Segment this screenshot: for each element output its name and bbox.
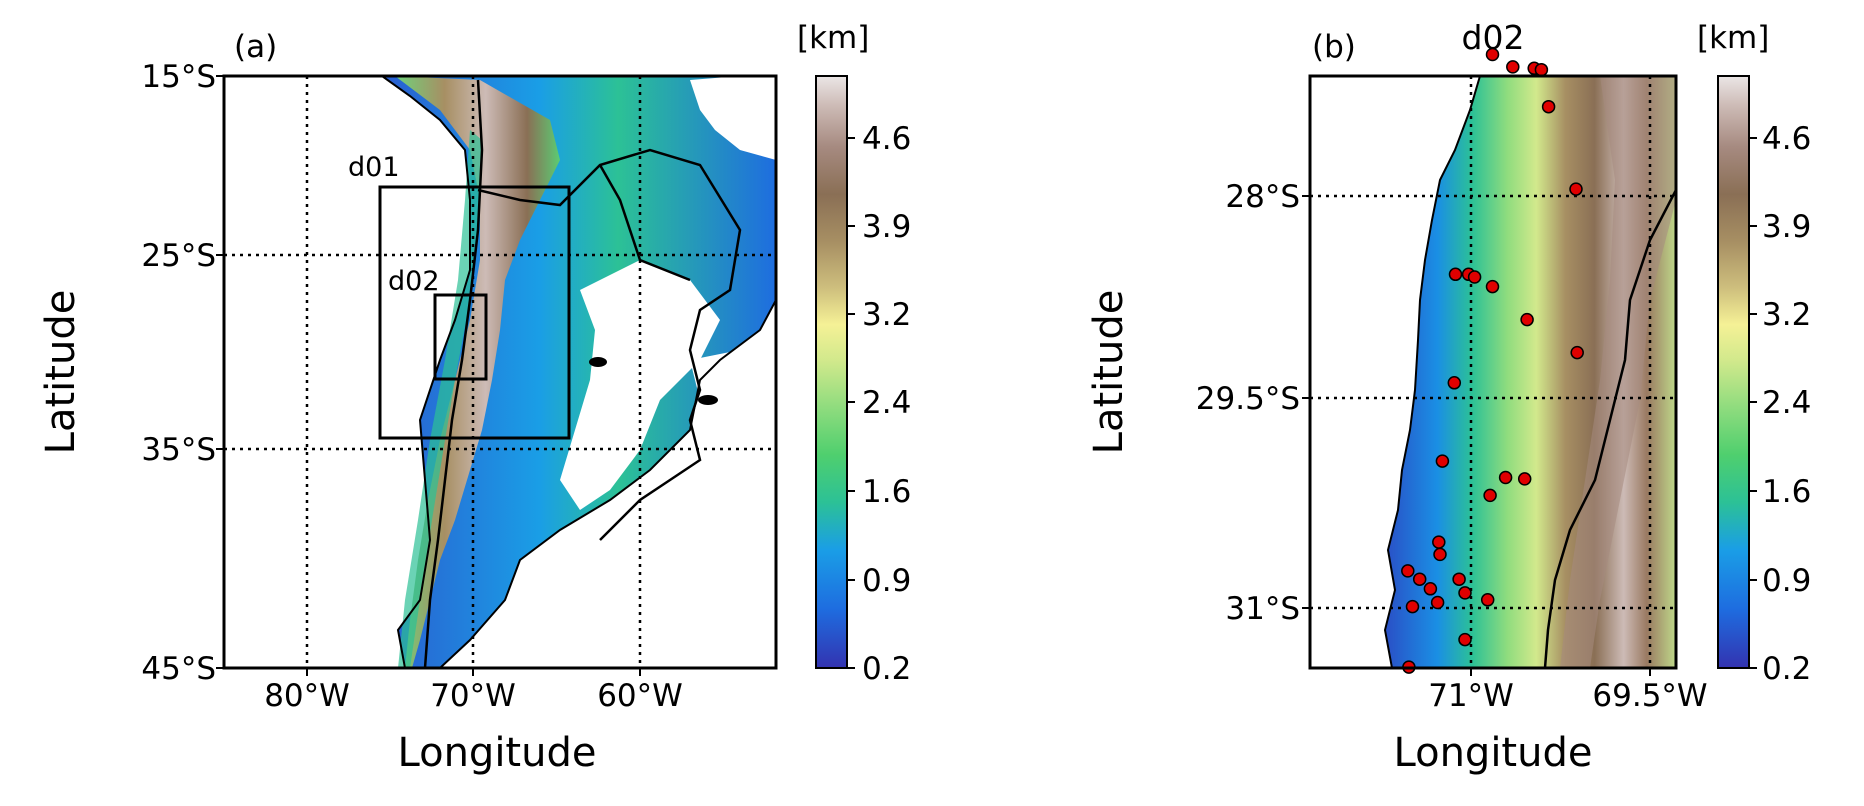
station-marker: [1534, 62, 1549, 77]
panel-a-map: [224, 76, 776, 668]
panel-a-xlabel: Longitude: [398, 730, 597, 776]
station-marker: [1467, 270, 1482, 284]
station-marker: [1433, 547, 1447, 562]
station-marker: [1480, 593, 1495, 607]
lake-icon: [698, 395, 718, 405]
colorbar-ticks: [847, 137, 855, 669]
panel-b-ylabel: Latitude: [1086, 290, 1132, 455]
lat-tick-label: 45°S: [141, 651, 216, 687]
station-marker: [1506, 60, 1520, 74]
panel-b-frame: [1308, 74, 1678, 670]
station-marker: [1517, 472, 1532, 486]
lat-tick-label: 35°S: [141, 432, 216, 468]
station-marker: [1458, 586, 1472, 600]
panel-a: (a) d0: [38, 20, 911, 776]
colorbar-tick-label: 4.6: [1762, 121, 1811, 157]
station-marker: [1430, 595, 1445, 610]
lat-tick-label: 31°S: [1225, 591, 1300, 627]
station-marker: [1485, 279, 1500, 294]
lat-tick-label: 28°S: [1225, 179, 1300, 215]
station-marker: [1448, 267, 1463, 282]
plains-white-2: [690, 76, 776, 160]
station-marker: [1435, 454, 1450, 468]
station-marker: [1412, 572, 1427, 586]
colorbar-gradient: [1717, 75, 1750, 669]
station-marker: [1498, 470, 1513, 485]
colorbar-tick-label: 2.4: [1762, 385, 1811, 421]
colorbar-tick-label: 0.9: [862, 563, 911, 599]
panel-b: (b) d02 28°S 29.5°S 31°S 71°W: [1086, 18, 1811, 776]
colorbar-tick-label: 3.2: [862, 297, 911, 333]
station-marker: [1569, 182, 1583, 196]
panel-a-colorbar: [km] 4.6 3.9 3.2 2.4 1.6 0.9 0.2: [797, 20, 911, 687]
panel-b-colorbar: [km] 4.6 3.9 3.2 2.4 1.6 0.9 0.2: [1697, 20, 1811, 687]
colorbar-tick-label: 3.2: [1762, 297, 1811, 333]
lat-tick-label: 15°S: [141, 59, 216, 95]
panel-b-high-andes: [1560, 76, 1676, 668]
lon-tick-label: 60°W: [597, 678, 683, 714]
country-borders: [423, 79, 742, 668]
colorbar-tick-label: 0.2: [1762, 651, 1811, 687]
lat-tick-label: 25°S: [141, 238, 216, 274]
station-marker: [1485, 47, 1500, 62]
station-marker: [1541, 99, 1556, 114]
panel-a-label: (a): [234, 29, 277, 65]
panel-b-label: (b): [1312, 29, 1356, 65]
panel-b-xlabel: Longitude: [1394, 730, 1593, 776]
panel-a-frame: [222, 74, 778, 670]
coastline: [381, 76, 776, 668]
panel-a-ylabel: Latitude: [38, 290, 84, 455]
lat-tick-label: 29.5°S: [1196, 381, 1300, 417]
station-marker: [1452, 572, 1466, 586]
colorbar-unit: [km]: [797, 20, 869, 56]
plains-white-1: [560, 260, 720, 510]
station-marker: [1432, 535, 1446, 549]
lon-tick-label: 71°W: [1428, 678, 1514, 714]
colorbar-tick-label: 3.9: [1762, 209, 1811, 245]
colorbar-tick-label: 1.6: [862, 474, 911, 510]
plains-white-3: [690, 350, 776, 440]
panel-b-border: [1543, 189, 1676, 668]
station-marker: [1458, 632, 1472, 647]
colorbar-tick-label: 0.2: [862, 651, 911, 687]
panel-b-ticks: [1302, 195, 1651, 676]
colorbar-tick-label: 4.6: [862, 121, 911, 157]
colorbar-ticks: [1749, 137, 1757, 669]
colorbar-tick-label: 2.4: [862, 385, 911, 421]
station-marker: [1483, 488, 1497, 503]
panel-b-coastline: [1383, 76, 1481, 668]
andes-terrain: [395, 76, 560, 668]
lon-tick-label: 80°W: [264, 678, 350, 714]
colorbar-tick-label: 1.6: [1762, 474, 1811, 510]
domain-d02-box: [433, 293, 488, 381]
station-marker: [1423, 582, 1438, 596]
station-marker: [1520, 312, 1534, 327]
domain-d02-label: d02: [388, 266, 440, 297]
colorbar-unit: [km]: [1697, 20, 1769, 56]
panel-b-gridlines: [1310, 76, 1676, 668]
station-marker: [1447, 376, 1462, 390]
lon-tick-label: 70°W: [430, 678, 516, 714]
chile-coastal-strip: [398, 130, 482, 668]
domain-d01-box: [378, 185, 571, 440]
lake-icon: [589, 357, 607, 367]
panel-b-map: [1310, 76, 1676, 668]
station-marker: [1570, 345, 1584, 360]
lon-tick-label: 69.5°W: [1592, 678, 1707, 714]
station-marker: [1401, 564, 1415, 578]
panel-a-ticks: [216, 75, 641, 676]
station-marker: [1405, 599, 1420, 614]
panel-a-gridlines: [224, 76, 776, 668]
colorbar-tick-label: 3.9: [862, 209, 911, 245]
colorbar-tick-label: 0.9: [1762, 563, 1811, 599]
domain-d01-label: d01: [348, 152, 400, 183]
colorbar-gradient: [815, 75, 848, 669]
